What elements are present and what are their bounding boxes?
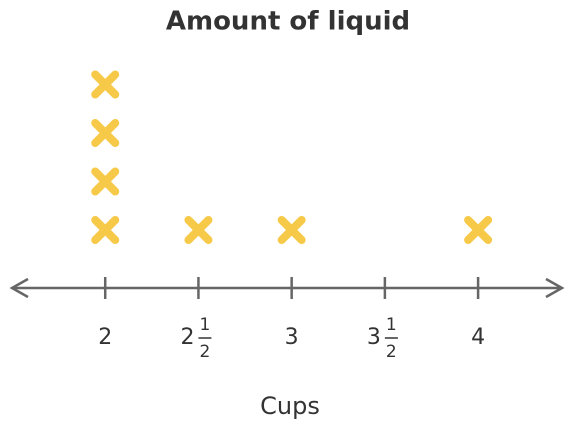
x-tick-label: 4 — [471, 325, 485, 350]
x-mark — [91, 119, 120, 147]
x-tick-label: 3 — [285, 325, 299, 350]
x-mark — [277, 216, 306, 244]
x-axis-label: Cups — [260, 392, 320, 420]
x-mark — [91, 167, 120, 196]
x-mark — [184, 216, 213, 244]
x-tick-label: 3 1/2 — [367, 315, 397, 362]
x-tick-label: 2 1/2 — [180, 315, 210, 362]
x-tick-label: 2 — [98, 325, 112, 350]
x-mark — [91, 70, 120, 99]
x-mark — [464, 216, 493, 244]
x-mark — [91, 216, 120, 244]
chart-title: Amount of liquid — [166, 7, 410, 37]
axis-line — [9, 277, 565, 299]
